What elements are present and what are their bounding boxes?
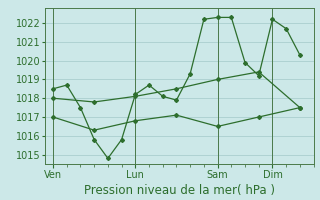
X-axis label: Pression niveau de la mer( hPa ): Pression niveau de la mer( hPa ) — [84, 184, 275, 197]
